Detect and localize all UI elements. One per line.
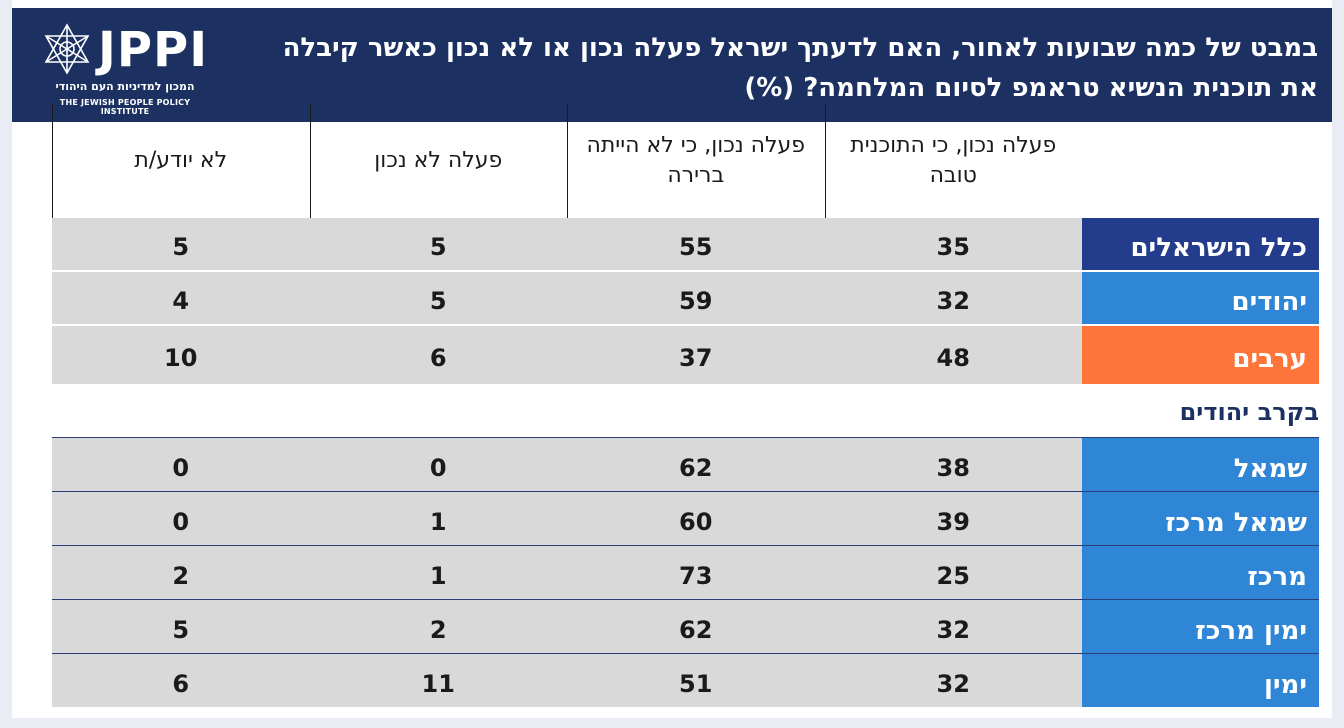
data-cell: 59 <box>679 287 713 315</box>
row-label: ערבים <box>1082 326 1319 384</box>
table-row-group: 35 55 5 5 כלל הישראלים <box>52 218 1319 270</box>
table-row-subgroup: 32 62 2 5 ימין מרכז <box>52 600 1319 653</box>
row-cells: 32 59 5 4 <box>52 272 1082 324</box>
data-cell: 5 <box>172 615 190 644</box>
logo-subtitle-hebrew: המכון למדיניות העם היהודי <box>55 80 195 93</box>
header-banner: JPPI המכון למדיניות העם היהודי THE JEWIS… <box>12 8 1332 122</box>
data-cell: 60 <box>679 507 713 536</box>
data-cell: 39 <box>936 507 970 536</box>
row-separator <box>52 324 1319 326</box>
logo-wordmark: JPPI <box>98 22 209 78</box>
row-cells: 48 37 6 10 <box>52 326 1082 384</box>
row-cells: 39 60 1 0 <box>52 492 1082 545</box>
data-cell: 32 <box>936 669 970 698</box>
column-header-2: פעלה נכון, כי לא הייתה ברירה <box>586 133 806 188</box>
star-of-david-icon <box>44 23 90 75</box>
row-separator <box>52 437 1319 438</box>
table-row-subgroup: 39 60 1 0 שמאל מרכז <box>52 492 1319 545</box>
row-separator <box>52 545 1319 546</box>
row-separator <box>52 491 1319 492</box>
column-divider <box>567 104 568 218</box>
table-row-subgroup: 32 51 11 6 ימין <box>52 654 1319 707</box>
data-cell: 73 <box>679 561 713 590</box>
frame-border-left <box>0 0 12 728</box>
data-cell: 5 <box>429 287 447 315</box>
data-cell: 0 <box>172 507 190 536</box>
subgroup-heading: בקרב יהודים <box>1179 398 1319 426</box>
data-cell: 2 <box>429 615 447 644</box>
data-cell: 55 <box>679 233 713 261</box>
row-separator <box>52 599 1319 600</box>
frame-border-right <box>1332 0 1344 728</box>
data-cell: 1 <box>429 507 447 536</box>
column-divider <box>52 104 53 218</box>
data-cell: 5 <box>172 233 190 261</box>
row-label: מרכז <box>1082 546 1319 599</box>
data-cell: 0 <box>172 453 190 482</box>
data-cell: 38 <box>936 453 970 482</box>
frame-border-bottom <box>0 718 1344 728</box>
row-label: יהודים <box>1082 272 1319 324</box>
data-cell: 37 <box>679 344 713 372</box>
column-header-4: לא יודע/ת <box>134 148 228 173</box>
row-separator <box>52 653 1319 654</box>
row-cells: 25 73 1 2 <box>52 546 1082 599</box>
data-cell: 6 <box>429 344 447 372</box>
row-cells: 35 55 5 5 <box>52 218 1082 270</box>
column-divider <box>309 104 311 218</box>
data-cell: 1 <box>429 561 447 590</box>
row-label: ימין <box>1082 654 1319 707</box>
data-cell: 48 <box>936 344 970 372</box>
data-cell: 35 <box>936 233 970 261</box>
row-label: ימין מרכז <box>1082 600 1319 653</box>
row-cells: 32 62 2 5 <box>52 600 1082 653</box>
data-cell: 51 <box>679 669 713 698</box>
chart-title: במבט של כמה שבועות לאחור, האם לדעתך ישרא… <box>282 33 1318 103</box>
data-cell: 10 <box>164 344 198 372</box>
data-cell: 0 <box>429 453 447 482</box>
table-row-subgroup: 38 62 0 0 שמאל <box>52 438 1319 491</box>
data-cell: 32 <box>936 287 970 315</box>
data-cell: 6 <box>172 669 190 698</box>
column-headers: פעלה נכון, כי התוכנית טובה פעלה נכון, כי … <box>52 104 1082 218</box>
jppi-logo: JPPI המכון למדיניות העם היהודי THE JEWIS… <box>40 22 240 116</box>
data-cell: 5 <box>429 233 447 261</box>
column-header-3: פעלה לא נכון <box>374 148 503 173</box>
row-label: שמאל מרכז <box>1082 492 1319 545</box>
row-label: שמאל <box>1082 438 1319 491</box>
logo-subtitle-english: THE JEWISH PEOPLE POLICY INSTITUTE <box>59 98 191 116</box>
row-cells: 38 62 0 0 <box>52 438 1082 491</box>
table-row-group: 48 37 6 10 ערבים <box>52 326 1319 384</box>
row-cells: 32 51 11 6 <box>52 654 1082 707</box>
data-cell: 2 <box>172 561 190 590</box>
data-cell: 32 <box>936 615 970 644</box>
data-cell: 25 <box>936 561 970 590</box>
data-cell: 11 <box>421 669 455 698</box>
table-row-subgroup: 25 73 1 2 מרכז <box>52 546 1319 599</box>
data-cell: 62 <box>679 453 713 482</box>
data-cell: 62 <box>679 615 713 644</box>
column-divider <box>824 104 826 218</box>
row-separator <box>52 270 1319 272</box>
column-header-1: פעלה נכון, כי התוכנית טובה <box>850 133 1057 188</box>
row-label: כלל הישראלים <box>1082 218 1319 270</box>
data-cell: 4 <box>172 287 190 315</box>
table-row-group: 32 59 5 4 יהודים <box>52 272 1319 324</box>
